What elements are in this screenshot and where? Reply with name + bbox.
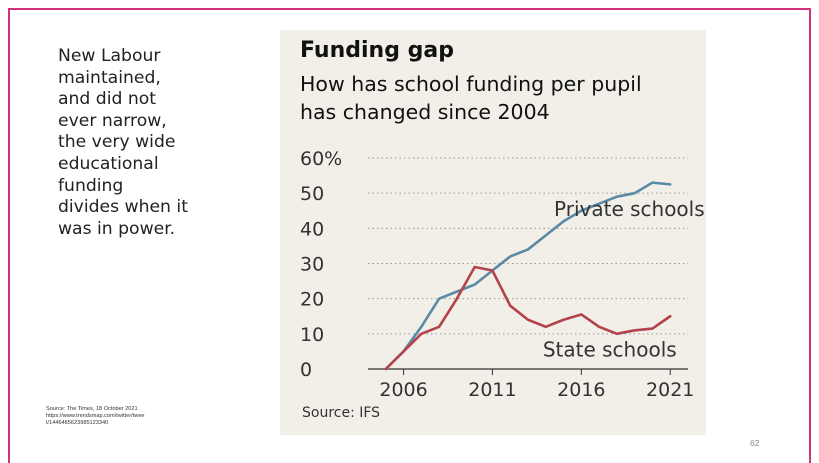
series-label-state-schools: State schools (543, 338, 677, 362)
y-tick-label: 50 (300, 183, 324, 205)
chart-subtitle-line-1: How has school funding per pupil (300, 72, 642, 96)
slide-body-text: New Labour maintained, and did not ever … (58, 46, 188, 239)
y-tick-label: 60% (300, 148, 342, 170)
source-note: Source: The Times, 18 October 2021 https… (46, 406, 196, 427)
series-line-state-schools (384, 265, 672, 371)
y-tick-label: 20 (300, 289, 324, 311)
source-note-line: Source: The Times, 18 October 2021 (46, 406, 138, 412)
source-note-url: https://www.trendsmap.com/twitter/twee (46, 413, 145, 419)
chart-subtitle: How has school funding per pupil has cha… (300, 70, 700, 126)
source-note-url-id: t/1446485623985123340 (46, 420, 109, 426)
x-tick-label: 2011 (468, 379, 516, 401)
y-tick-label: 0 (300, 359, 312, 381)
y-tick-label: 10 (300, 324, 324, 346)
x-tick-label: 2006 (379, 379, 427, 401)
x-tick-label: 2016 (557, 379, 605, 401)
chart-title: Funding gap (300, 38, 454, 63)
series-line-private-schools (384, 181, 672, 371)
chart-figure: Funding gap How has school funding per p… (280, 30, 706, 435)
chart-subtitle-line-2: has changed since 2004 (300, 100, 550, 124)
y-tick-label: 30 (300, 254, 324, 276)
series-label-private-schools: Private schools (554, 197, 705, 221)
page-number: 62 (750, 438, 760, 448)
y-tick-label: 40 (300, 218, 324, 240)
chart-source: Source: IFS (302, 405, 381, 421)
x-tick-label: 2021 (646, 379, 694, 401)
line-chart: 0 10 20 30 40 50 60% 2006 2011 2016 2021 Private sc… (300, 148, 705, 401)
